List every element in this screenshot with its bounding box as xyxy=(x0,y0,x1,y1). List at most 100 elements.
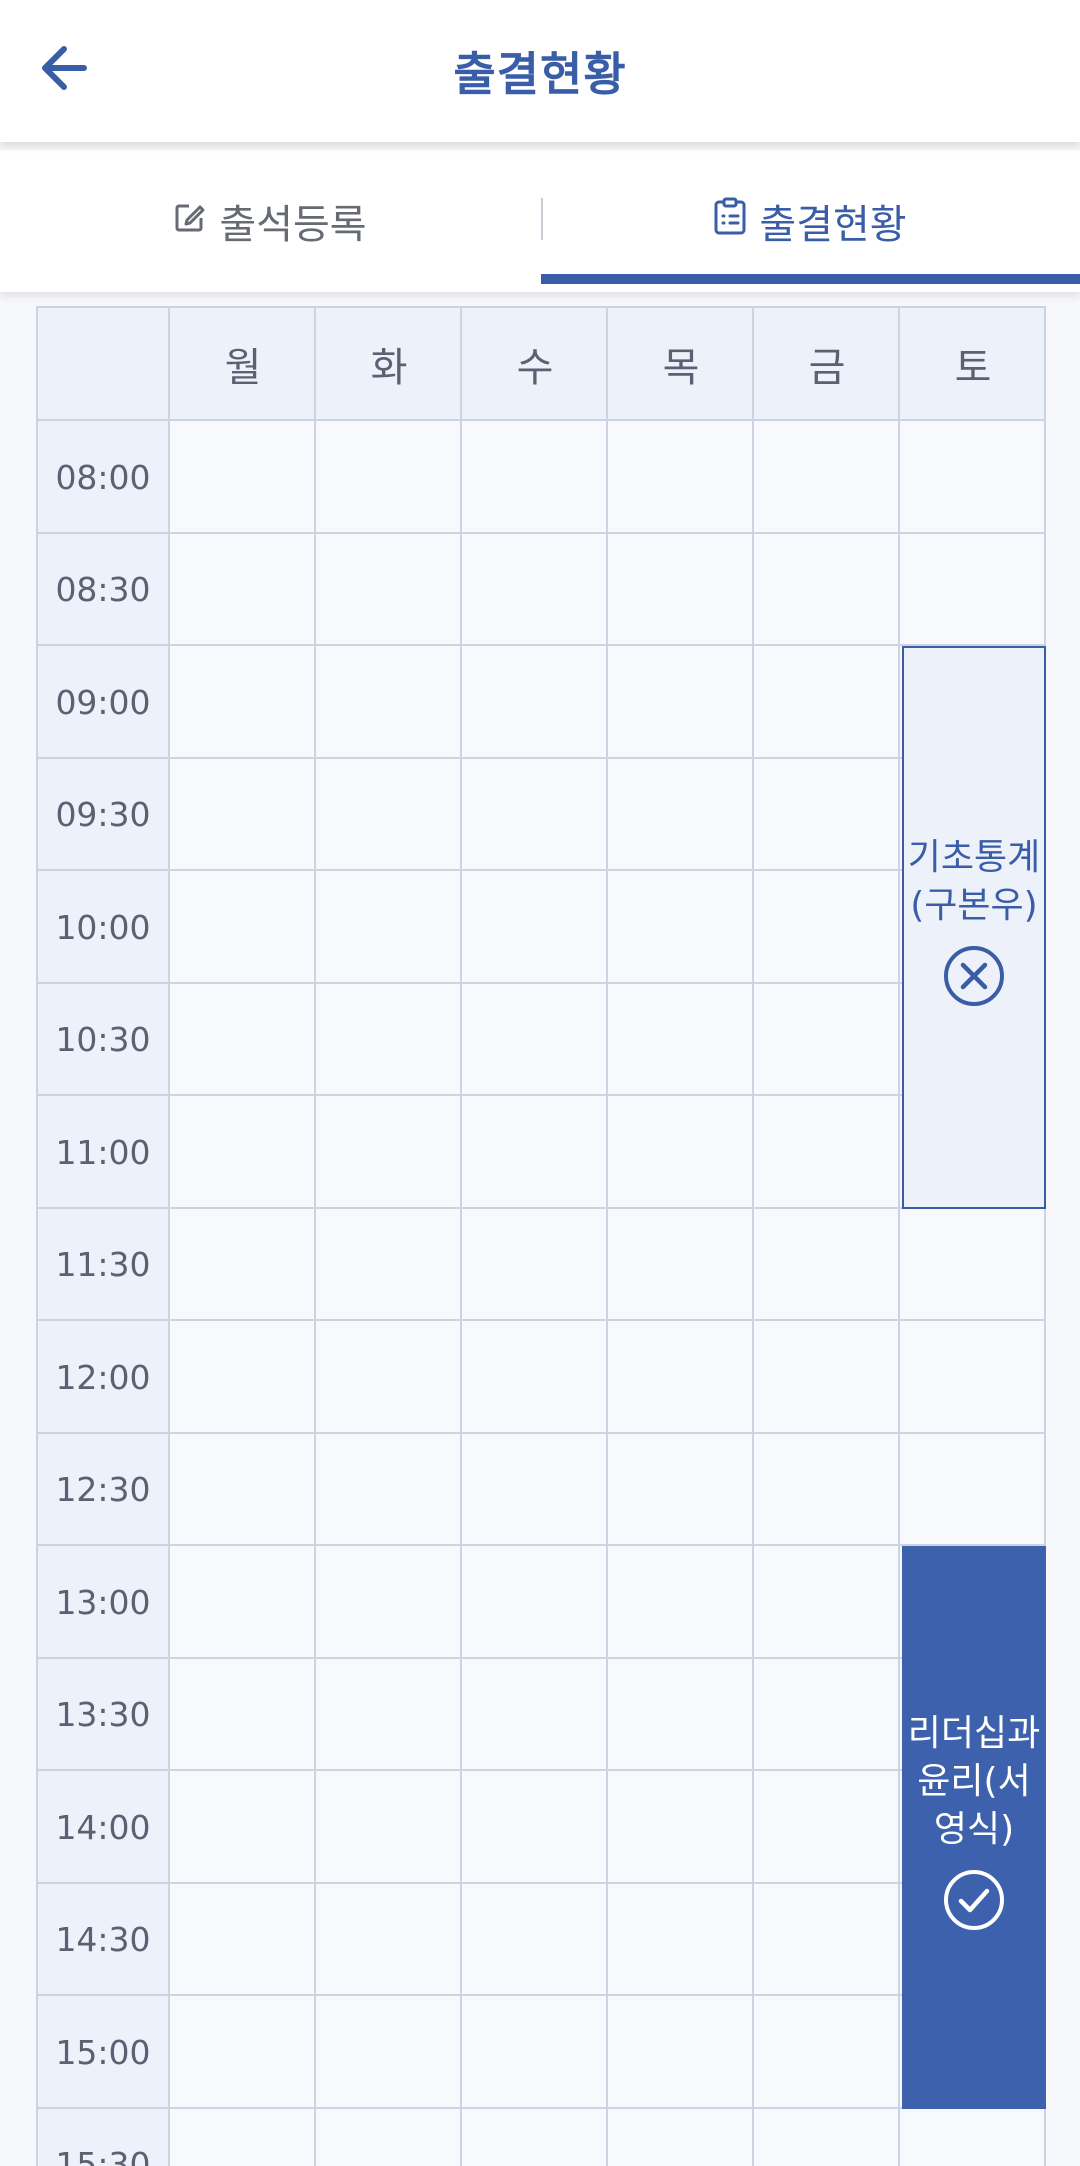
timetable-cell[interactable] xyxy=(462,1658,608,1771)
day-header-cell xyxy=(900,306,1046,421)
timetable-cell[interactable] xyxy=(170,533,316,646)
timetable-cell[interactable] xyxy=(754,533,900,646)
timetable-cell[interactable] xyxy=(462,1996,608,2109)
timetable-cell[interactable] xyxy=(316,1208,462,1321)
timetable-cell[interactable] xyxy=(170,983,316,1096)
timetable-cell[interactable] xyxy=(462,533,608,646)
time-cell xyxy=(36,2108,170,2166)
timetable-cell[interactable] xyxy=(170,1996,316,2109)
time-label: 14:00 xyxy=(55,1807,151,1847)
timetable-cell[interactable] xyxy=(462,1883,608,1996)
timetable-cell[interactable] xyxy=(316,983,462,1096)
timetable-cell[interactable] xyxy=(754,983,900,1096)
timetable-cell[interactable] xyxy=(462,1208,608,1321)
timetable-cell[interactable] xyxy=(608,983,754,1096)
timetable-cell[interactable] xyxy=(316,646,462,759)
timetable-cell[interactable] xyxy=(608,1096,754,1209)
timetable-cell[interactable] xyxy=(170,758,316,871)
timetable-cell[interactable] xyxy=(316,533,462,646)
timetable-cell[interactable] xyxy=(316,1096,462,1209)
time-cell xyxy=(36,1658,170,1771)
timetable-cell[interactable] xyxy=(316,2108,462,2166)
timetable-cell[interactable] xyxy=(900,533,1046,646)
timetable-cell[interactable] xyxy=(316,758,462,871)
timetable-cell[interactable] xyxy=(608,421,754,534)
timetable-cell[interactable] xyxy=(462,421,608,534)
timetable-cell[interactable] xyxy=(754,1433,900,1546)
timetable-cell[interactable] xyxy=(754,1096,900,1209)
timetable-cell[interactable] xyxy=(170,1433,316,1546)
timetable-cell[interactable] xyxy=(754,1771,900,1884)
timetable-cell[interactable] xyxy=(754,1546,900,1659)
timetable-cell[interactable] xyxy=(608,871,754,984)
timetable-cell[interactable] xyxy=(900,1321,1046,1434)
timetable-cell[interactable] xyxy=(754,1996,900,2109)
timetable-cell[interactable] xyxy=(900,421,1046,534)
timetable-cell[interactable] xyxy=(608,1996,754,2109)
timetable-cell[interactable] xyxy=(608,1321,754,1434)
timetable-cell[interactable] xyxy=(316,1321,462,1434)
timetable-cell[interactable] xyxy=(316,871,462,984)
timetable-cell[interactable] xyxy=(754,1658,900,1771)
timetable-cell[interactable] xyxy=(462,983,608,1096)
day-label: 월 xyxy=(224,344,262,391)
timetable-cell[interactable] xyxy=(170,1883,316,1996)
timetable-cell[interactable] xyxy=(462,1096,608,1209)
timetable-cell[interactable] xyxy=(170,1096,316,1209)
timetable-cell[interactable] xyxy=(170,871,316,984)
timetable-cell[interactable] xyxy=(608,533,754,646)
timetable-cell[interactable] xyxy=(608,2108,754,2166)
timetable-cell[interactable] xyxy=(170,421,316,534)
timetable-cell[interactable] xyxy=(316,1996,462,2109)
timetable-cell[interactable] xyxy=(170,1658,316,1771)
timetable-cell[interactable] xyxy=(170,646,316,759)
timetable-cell[interactable] xyxy=(900,1433,1046,1546)
tab-attendance-status[interactable]: 출결현황 xyxy=(540,150,1080,292)
timetable-cell[interactable] xyxy=(754,421,900,534)
timetable-cell[interactable] xyxy=(608,1771,754,1884)
timetable-cell[interactable] xyxy=(170,2108,316,2166)
timetable-cell[interactable] xyxy=(754,1883,900,1996)
timetable-cell[interactable] xyxy=(462,1321,608,1434)
timetable-cell[interactable] xyxy=(462,871,608,984)
back-button[interactable] xyxy=(28,30,104,106)
timetable-cell[interactable] xyxy=(608,1883,754,1996)
timetable-cell[interactable] xyxy=(754,758,900,871)
time-label: 10:30 xyxy=(55,1020,151,1060)
timetable-cell[interactable] xyxy=(316,1771,462,1884)
tab-attendance-register[interactable]: 출석등록 xyxy=(0,150,540,292)
time-label: 13:30 xyxy=(55,1695,151,1735)
timetable-cell[interactable] xyxy=(462,1546,608,1659)
timetable-cell[interactable] xyxy=(316,1883,462,1996)
timetable-cell[interactable] xyxy=(754,1321,900,1434)
class-block[interactable]: 기초통계 (구본우) xyxy=(902,646,1046,1209)
timetable-cell[interactable] xyxy=(462,2108,608,2166)
timetable-cell[interactable] xyxy=(754,1208,900,1321)
timetable-cell[interactable] xyxy=(170,1321,316,1434)
timetable-cell[interactable] xyxy=(316,1658,462,1771)
timetable-cell[interactable] xyxy=(900,2108,1046,2166)
timetable-cell[interactable] xyxy=(462,758,608,871)
timetable-cell[interactable] xyxy=(170,1546,316,1659)
timetable-cell[interactable] xyxy=(900,1208,1046,1321)
timetable-cell[interactable] xyxy=(608,646,754,759)
timetable-cell[interactable] xyxy=(462,646,608,759)
timetable-cell[interactable] xyxy=(316,421,462,534)
timetable-cell[interactable] xyxy=(462,1771,608,1884)
timetable-cell[interactable] xyxy=(608,758,754,871)
timetable-cell[interactable] xyxy=(316,1546,462,1659)
timetable-cell[interactable] xyxy=(608,1546,754,1659)
timetable-cell[interactable] xyxy=(608,1658,754,1771)
timetable-cell[interactable] xyxy=(754,646,900,759)
timetable-cell[interactable] xyxy=(316,1433,462,1546)
timetable-cell[interactable] xyxy=(170,1208,316,1321)
timetable-cell[interactable] xyxy=(754,2108,900,2166)
timetable-cell[interactable] xyxy=(608,1208,754,1321)
timetable-cell[interactable] xyxy=(754,871,900,984)
timetable-cell[interactable] xyxy=(170,1771,316,1884)
tab-label: 출결현황 xyxy=(759,202,907,248)
class-block[interactable]: 리더십과 윤리(서 영식) xyxy=(902,1546,1046,2109)
timetable-cell[interactable] xyxy=(608,1433,754,1546)
timetable-cell[interactable] xyxy=(462,1433,608,1546)
arrow-left-icon xyxy=(42,46,87,90)
